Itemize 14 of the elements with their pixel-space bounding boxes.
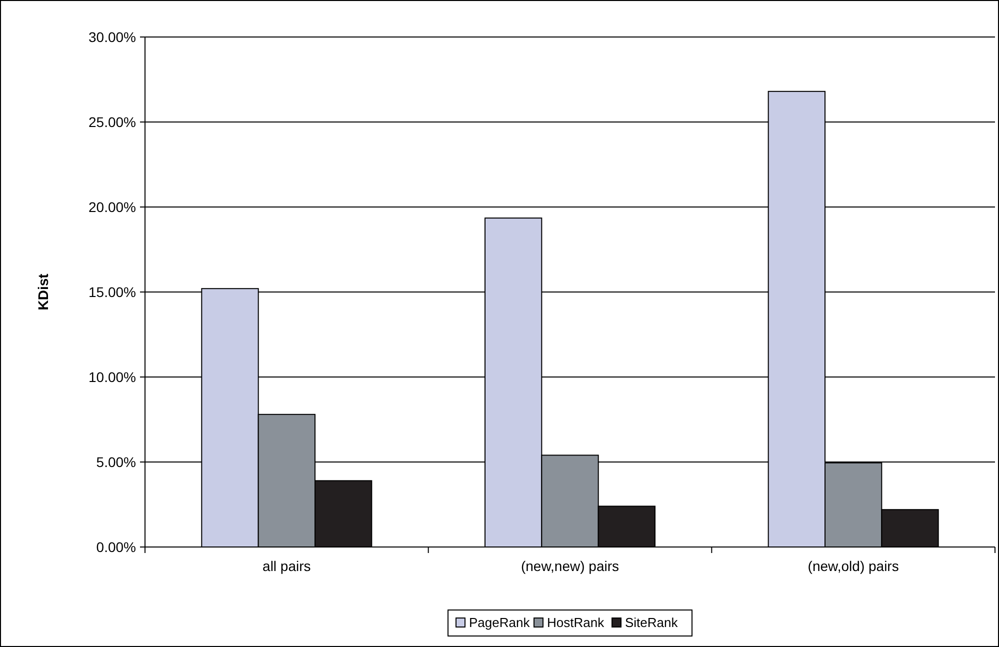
legend-label: PageRank — [469, 615, 530, 630]
legend-label: SiteRank — [625, 615, 678, 630]
y-tick-label: 10.00% — [88, 368, 136, 385]
y-axis-title: KDist — [35, 273, 51, 310]
y-tick-label: 0.00% — [96, 538, 136, 555]
y-tick-label: 25.00% — [88, 114, 136, 130]
x-tick-label: all pairs — [262, 558, 311, 574]
legend-label: HostRank — [547, 615, 605, 630]
x-tick-label: (new,new) pairs — [520, 558, 620, 574]
x-tick-label: (new,old) pairs — [808, 558, 899, 574]
y-tick-label: 15.00% — [88, 284, 136, 300]
y-tick-label: 5.00% — [96, 454, 136, 470]
y-tick-label: 30.00% — [88, 28, 136, 45]
y-tick-label: 20.00% — [88, 198, 136, 215]
